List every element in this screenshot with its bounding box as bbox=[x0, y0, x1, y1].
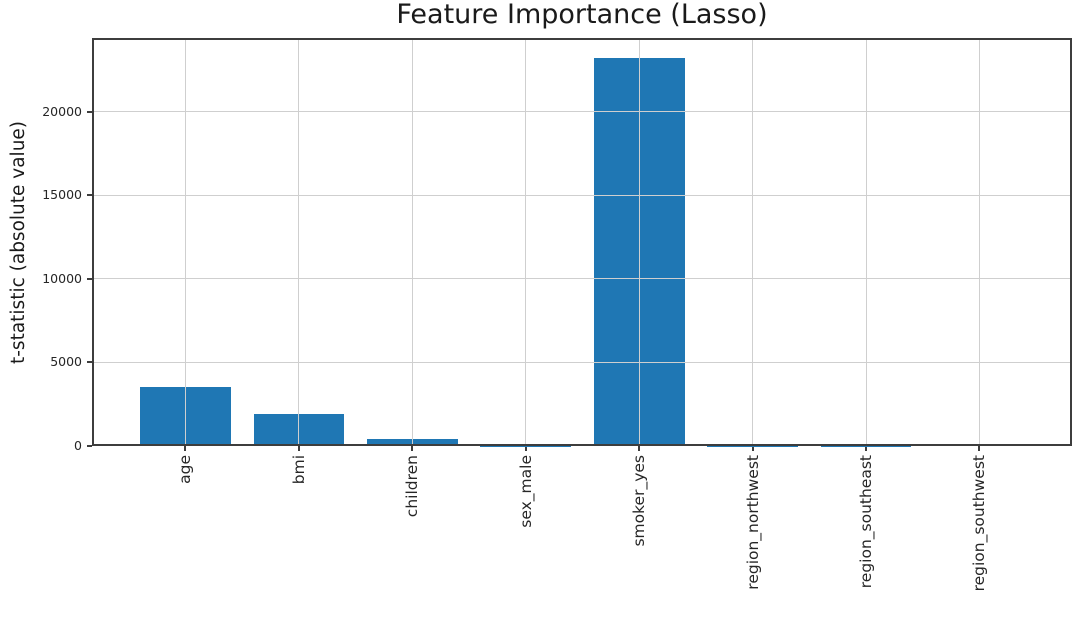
y-tick-label: 20000 bbox=[42, 103, 82, 119]
y-tick-mark bbox=[87, 445, 92, 447]
y-tick-mark bbox=[87, 194, 92, 197]
axes-spines bbox=[92, 38, 1072, 446]
h-gridline bbox=[92, 361, 1072, 363]
x-tick-mark bbox=[184, 446, 187, 451]
h-gridline bbox=[92, 111, 1072, 113]
x-tick-mark bbox=[297, 446, 300, 451]
x-tick-label: bmi bbox=[289, 455, 308, 485]
x-tick-mark bbox=[411, 446, 414, 451]
v-gridline bbox=[978, 38, 980, 446]
chart-title: Feature Importance (Lasso) bbox=[396, 0, 768, 30]
v-gridline bbox=[752, 38, 754, 446]
x-tick-mark bbox=[978, 446, 981, 451]
x-tick-label: smoker_yes bbox=[630, 455, 649, 547]
y-tick-label: 10000 bbox=[42, 270, 82, 286]
h-gridline bbox=[92, 278, 1072, 280]
x-tick-label: region_southeast bbox=[857, 455, 876, 589]
x-tick-mark bbox=[638, 446, 641, 451]
v-gridline bbox=[411, 38, 413, 446]
v-gridline bbox=[638, 38, 640, 446]
y-tick-mark bbox=[87, 277, 92, 280]
v-gridline bbox=[184, 38, 186, 446]
y-tick-mark bbox=[87, 110, 92, 113]
x-tick-label: children bbox=[403, 455, 422, 518]
x-tick-label: region_northwest bbox=[743, 455, 762, 590]
x-tick-label: region_southwest bbox=[970, 455, 989, 592]
h-gridline bbox=[92, 194, 1072, 196]
y-tick-mark bbox=[87, 361, 92, 364]
x-tick-mark bbox=[751, 446, 754, 451]
plot-area bbox=[92, 38, 1072, 446]
x-tick-label: sex_male bbox=[516, 455, 535, 528]
x-tick-mark bbox=[865, 446, 868, 451]
x-tick-label: age bbox=[176, 455, 195, 484]
x-tick-mark bbox=[524, 446, 527, 451]
v-gridline bbox=[865, 38, 867, 446]
y-tick-label: 15000 bbox=[42, 187, 82, 203]
y-axis-label: t-statistic (absolute value) bbox=[8, 120, 29, 364]
y-tick-label: 5000 bbox=[50, 354, 82, 370]
y-tick-label: 0 bbox=[74, 438, 82, 453]
v-gridline bbox=[525, 38, 527, 446]
v-gridline bbox=[298, 38, 300, 446]
